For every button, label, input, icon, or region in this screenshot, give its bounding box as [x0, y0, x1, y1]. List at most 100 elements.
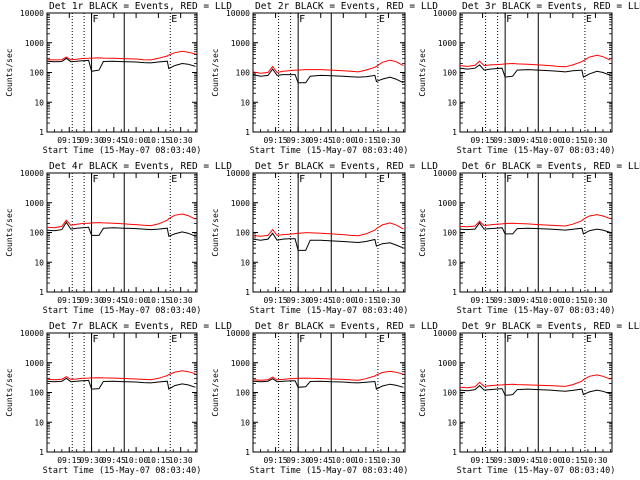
marker-label: F [299, 174, 305, 185]
series-line-events [252, 378, 404, 390]
x-tick-label: 10:15 [561, 136, 585, 145]
panel-2: Det 2r BLACK = Events, RED = LLD 1 10 100 10… [211, 1, 438, 156]
x-tick-label: 09:15 [264, 296, 288, 305]
series-line-lld [459, 214, 611, 228]
y-tick-label: 10 [240, 418, 250, 427]
x-axis-label: Start Time (15-May-07 08:03:40) [43, 306, 202, 316]
y-tick-label: 10 [447, 418, 457, 427]
series-line-lld [252, 59, 404, 74]
marker-label: F [93, 334, 99, 345]
x-tick-label: 09:15 [57, 296, 81, 305]
marker-label: E [586, 334, 592, 345]
series-line-lld [459, 54, 611, 68]
x-tick-label: 09:45 [516, 296, 540, 305]
y-tick-label: 1000 [25, 39, 44, 48]
marker-label: E [379, 334, 385, 345]
chart-title: Det 6r BLACK = Events, RED = LLD [462, 161, 640, 172]
y-tick-label: 10000 [433, 9, 457, 18]
x-tick-label: 09:30 [286, 136, 310, 145]
series-line-lld [46, 50, 196, 61]
y-tick-label: 1000 [438, 199, 457, 208]
x-tick-label: 10:30 [583, 136, 607, 145]
y-tick-label: 10000 [226, 329, 250, 338]
x-tick-label: 10:00 [331, 136, 355, 145]
y-tick-label: 10000 [433, 169, 457, 178]
y-tick-label: 100 [236, 69, 251, 78]
chart-title: Det 2r BLACK = Events, RED = LLD [255, 1, 438, 12]
x-tick-label: 09:30 [286, 456, 310, 465]
marker-label: F [93, 174, 99, 185]
y-tick-label: 1000 [231, 199, 250, 208]
y-tick-label: 1 [245, 288, 250, 297]
y-tick-label: 1000 [438, 359, 457, 368]
x-tick-label: 09:15 [471, 456, 495, 465]
y-axis-label: Counts/sec [5, 48, 14, 96]
x-tick-label: 09:15 [57, 136, 81, 145]
marker-label: E [586, 14, 592, 25]
x-axis-label: Start Time (15-May-07 08:03:40) [457, 466, 616, 476]
series-line-lld [46, 370, 196, 381]
x-tick-label: 10:00 [331, 456, 355, 465]
x-tick-label: 10:30 [169, 136, 193, 145]
marker-label: F [506, 14, 512, 25]
marker-label: E [379, 174, 385, 185]
x-tick-label: 09:45 [102, 456, 126, 465]
series-line-events [459, 64, 611, 78]
plot-frame [46, 12, 198, 133]
y-axis-label: Counts/sec [211, 208, 220, 256]
x-tick-label: 10:00 [124, 456, 148, 465]
x-tick-label: 09:45 [102, 136, 126, 145]
series-line-events [46, 377, 196, 390]
y-tick-label: 10 [240, 258, 250, 267]
x-tick-label: 09:30 [493, 136, 517, 145]
plot-frame [459, 172, 613, 293]
y-tick-label: 10 [34, 98, 44, 107]
series-line-events [46, 221, 196, 237]
x-tick-label: 09:15 [471, 136, 495, 145]
panel-4: Det 4r BLACK = Events, RED = LLD 1 10 100 10… [5, 161, 232, 316]
x-tick-label: 10:15 [354, 456, 378, 465]
y-axis-label: Counts/sec [418, 208, 427, 256]
x-tick-label: 10:00 [538, 136, 562, 145]
x-tick-label: 10:15 [146, 456, 170, 465]
y-tick-label: 1000 [438, 39, 457, 48]
x-tick-label: 10:15 [561, 296, 585, 305]
y-tick-label: 10000 [226, 169, 250, 178]
x-axis-label: Start Time (15-May-07 08:03:40) [457, 146, 616, 156]
x-tick-label: 09:30 [80, 456, 104, 465]
y-tick-label: 10000 [20, 9, 44, 18]
panel-3: Det 3r BLACK = Events, RED = LLD 1 10 100 10… [418, 1, 640, 156]
plot-frame [46, 172, 198, 293]
y-tick-label: 1 [245, 128, 250, 137]
marker-label: F [299, 14, 305, 25]
x-tick-label: 10:30 [583, 296, 607, 305]
y-tick-label: 1 [39, 448, 44, 457]
chart-title: Det 5r BLACK = Events, RED = LLD [255, 161, 438, 172]
y-tick-label: 100 [443, 389, 458, 398]
x-tick-label: 10:30 [583, 456, 607, 465]
series-line-events [459, 384, 611, 396]
x-tick-label: 10:30 [376, 456, 400, 465]
panel-7: Det 7r BLACK = Events, RED = LLD 1 10 100 10… [5, 321, 232, 476]
y-axis-label: Counts/sec [211, 368, 220, 416]
y-axis-label: Counts/sec [5, 208, 14, 256]
x-tick-label: 10:00 [124, 296, 148, 305]
y-tick-label: 100 [443, 69, 458, 78]
x-axis-label: Start Time (15-May-07 08:03:40) [43, 146, 202, 156]
x-tick-label: 09:30 [493, 296, 517, 305]
series-line-events [252, 68, 404, 84]
y-axis-label: Counts/sec [418, 48, 427, 96]
y-tick-label: 1 [39, 288, 44, 297]
y-axis-label: Counts/sec [418, 368, 427, 416]
y-tick-label: 1 [452, 128, 457, 137]
plot-frame [46, 332, 198, 453]
y-tick-label: 10 [34, 258, 44, 267]
x-tick-label: 10:15 [354, 136, 378, 145]
marker-label: F [93, 14, 99, 25]
y-tick-label: 1000 [231, 39, 250, 48]
series-line-lld [46, 213, 196, 229]
x-tick-label: 09:30 [80, 296, 104, 305]
x-tick-label: 10:30 [376, 136, 400, 145]
plot-frame [252, 332, 406, 453]
series-line-lld [252, 370, 404, 381]
